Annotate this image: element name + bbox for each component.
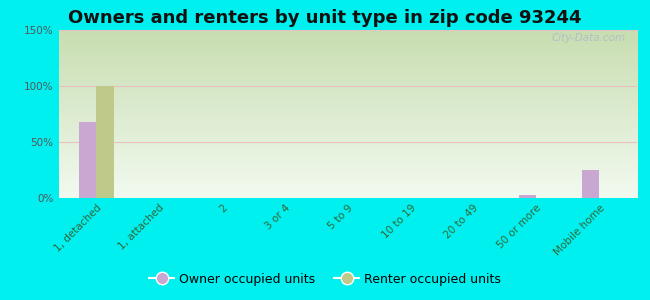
Text: City-Data.com: City-Data.com <box>551 33 625 43</box>
Bar <box>519 195 536 198</box>
Text: Owners and renters by unit type in zip code 93244: Owners and renters by unit type in zip c… <box>68 9 582 27</box>
Legend: Owner occupied units, Renter occupied units: Owner occupied units, Renter occupied un… <box>144 268 506 291</box>
Bar <box>582 170 599 198</box>
Bar <box>79 122 96 198</box>
Bar <box>96 86 114 198</box>
